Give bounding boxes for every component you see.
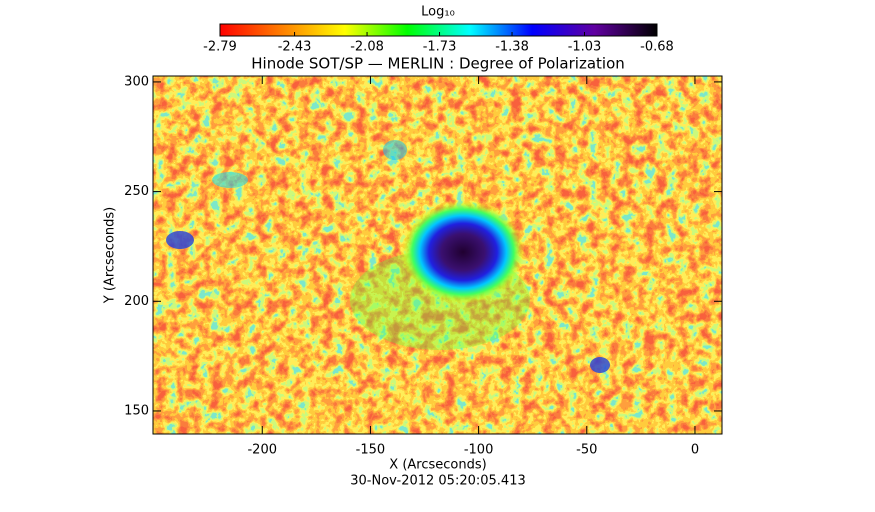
x-tick-label: -150: [356, 443, 386, 458]
x-tick-label: 0: [691, 443, 699, 458]
x-tick-label: -200: [247, 443, 277, 458]
colorbar-tick-label: -0.68: [640, 40, 674, 55]
colorbar-tick-label: -2.08: [350, 40, 384, 55]
x-tick-label: -50: [576, 443, 597, 458]
y-axis-label: Y (Arcseconds): [103, 207, 118, 304]
x-axis-label: X (Arcseconds): [389, 458, 486, 473]
plot-frame: [152, 75, 723, 435]
polarization-map: [153, 76, 722, 434]
colorbar: [219, 23, 658, 37]
colorbar-tick-label: -1.38: [495, 40, 529, 55]
chart-title: Hinode SOT/SP — MERLIN : Degree of Polar…: [251, 55, 625, 73]
footer-date: 30-Nov-2012 05:20:05.413: [350, 474, 526, 489]
colorbar-label: Log₁₀: [421, 5, 455, 20]
colorbar-tick-label: -2.43: [278, 40, 312, 55]
colorbar-tick-label: -2.79: [203, 40, 237, 55]
x-tick-label: -100: [464, 443, 494, 458]
y-tick-label: 150: [124, 403, 149, 418]
colorbar-tick-label: -1.73: [423, 40, 457, 55]
y-tick-label: 200: [124, 294, 149, 309]
y-tick-label: 300: [124, 74, 149, 89]
colorbar-tick-label: -1.03: [568, 40, 602, 55]
y-tick-label: 250: [124, 184, 149, 199]
